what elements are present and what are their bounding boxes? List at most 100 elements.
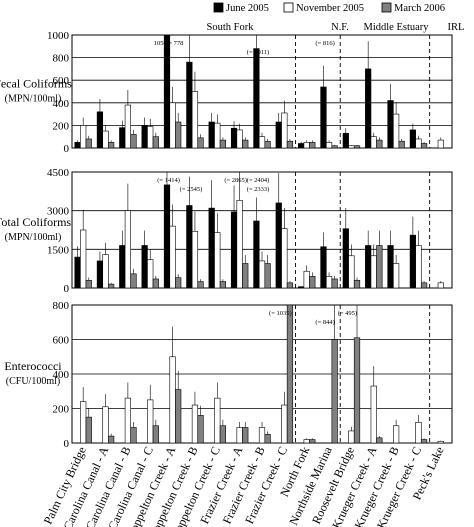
bar-june-2005-krueger-creek-a [365,68,372,149]
bar-june-2005-frazier-creek-b [253,220,260,289]
bar-march-2006-poppelton-creek-c [219,425,226,444]
bar-june-2005-krueger-creek-c [409,234,416,289]
bar-november-2005-carolina-canal-c [147,126,154,149]
bar-march-2006-carolina-canal-b [130,134,137,149]
bar-march-2006-poppelton-creek-b [197,415,204,444]
bar-november-2005-carolina-canal-b [124,397,131,444]
bar-june-2005-northside-marina [320,246,327,289]
region-label-middle-estuary: Middle Estuary [363,22,429,33]
bar-november-2005-krueger-creek-c [415,138,422,149]
annotation: (= 816) [315,40,334,47]
y-tick-label: 400 [53,98,70,110]
bar-november-2005-frazier-creek-b [258,260,266,289]
bar-november-2005-poppelton-creek-a [169,102,176,149]
annotation: (= 1035) [269,310,292,317]
bar-november-2005-krueger-creek-a [370,136,377,149]
bar-june-2005-poppelton-creek-c [208,207,215,289]
bar-november-2005-peck-s-lake [437,282,444,289]
bar-march-2006-poppelton-creek-b [197,137,204,149]
bar-november-2005-krueger-creek-c [415,245,422,289]
legend-swatch-march-2006 [381,2,392,13]
bar-march-2006-carolina-canal-a [108,435,115,444]
bar-march-2006-carolina-canal-c [152,136,159,149]
bar-march-2006-frazier-creek-a [242,427,249,444]
chart-panels: South Fork N.F. Middle Estuary IRL 0 200 400 60… [0,22,464,450]
bar-june-2005-frazier-creek-c [275,121,282,149]
y-tick-label: 0 [64,438,70,450]
bar-november-2005-roosevelt-bridge [348,430,355,444]
bar-march-2006-carolina-canal-b [130,427,137,444]
bar-march-2006-northside-marina [331,278,338,289]
bar-march-2006-palm-city-bridge [85,279,92,289]
legend-label-march-2006: March 2006 [394,3,445,14]
bar-march-2006-northside-marina [331,339,338,444]
y-tick-label: 0 [64,143,70,155]
y-axis-title: Enterococci [4,359,62,373]
bar-march-2006-roosevelt-bridge [353,337,361,444]
y-tick-label: 800 [53,53,70,65]
legend-label-november-2005: November 2005 [296,3,364,14]
annotation: 1050 = 778 [154,40,184,47]
bar-november-2005-poppelton-creek-a [169,225,176,289]
bar-march-2006-poppelton-creek-c [219,281,226,289]
bar-november-2005-krueger-creek-b [393,113,400,149]
bar-march-2006-frazier-creek-a [242,263,249,289]
bar-november-2005-poppelton-creek-c [214,397,221,444]
bar-march-2006-palm-city-bridge [85,416,92,444]
bar-june-2005-poppelton-creek-a [163,184,171,289]
bar-november-2005-frazier-creek-c [281,404,288,444]
bar-november-2005-northside-marina [325,276,333,289]
bar-june-2005-north-fork [298,143,305,149]
bar-june-2005-carolina-canal-c [141,125,148,149]
bar-june-2005-palm-city-bridge [74,256,81,289]
bar-june-2005-poppelton-creek-b [186,61,193,149]
bar-november-2005-poppelton-creek-a [169,356,176,444]
bar-march-2006-northside-marina [331,145,338,149]
bar-november-2005-carolina-canal-a [102,406,109,444]
annotation: (= 495) [338,310,357,317]
bar-march-2006-palm-city-bridge [85,138,92,149]
bar-march-2006-north-fork [309,142,316,149]
bar-march-2006-carolina-canal-b [130,273,137,289]
annotation: (= 1414) [157,177,180,184]
legend-swatch-june-2005 [213,2,224,13]
annotation: (= 844) [315,319,334,326]
panel-enterococci: 0 200 400 600 800 (= 1035) (= 844) (= 495) Enter… [4,300,453,450]
bar-june-2005-krueger-creek-b [387,100,394,149]
legend-label-june-2005: June 2005 [226,3,269,14]
bar-november-2005-northside-marina [325,142,333,149]
bar-march-2006-frazier-creek-c [286,304,294,444]
y-axis-unit: (CFU/100ml) [6,376,60,387]
bar-march-2006-frazier-creek-b [264,140,271,149]
bar-march-2006-poppelton-creek-a [175,277,182,289]
bar-november-2005-poppelton-creek-c [214,122,221,149]
bar-november-2005-palm-city-bridge [80,125,87,149]
bar-june-2005-poppelton-creek-a [163,34,171,149]
bar-november-2005-frazier-creek-b [258,136,266,149]
bar-november-2005-frazier-creek-a [236,200,243,289]
bar-june-2005-carolina-canal-b [119,245,126,289]
bar-november-2005-poppelton-creek-b [191,91,199,149]
bar-june-2005-poppelton-creek-c [208,121,215,149]
bar-june-2005-roosevelt-bridge [342,133,349,149]
bar-november-2005-north-fork [303,142,310,149]
bar-november-2005-krueger-creek-a [370,255,377,289]
bar-june-2005-carolina-canal-c [141,245,148,289]
y-axis-title: Total Coliforms [0,215,71,229]
bar-march-2006-poppelton-creek-c [219,139,226,149]
y-tick-label: 400 [53,369,70,381]
bar-november-2005-poppelton-creek-b [191,404,199,444]
bar-november-2005-palm-city-bridge [80,229,87,289]
bar-march-2006-poppelton-creek-a [175,389,182,444]
bar-march-2006-north-fork [309,439,316,444]
bar-june-2005-carolina-canal-a [96,260,104,289]
y-axis-title: Fecal Coliforms [0,77,72,91]
bar-june-2005-frazier-creek-c [275,202,282,289]
bar-june-2005-frazier-creek-a [230,211,238,289]
bar-march-2006-frazier-creek-b [264,434,271,444]
bar-june-2005-krueger-creek-c [409,129,416,149]
y-axis-unit: (MPN/100ml) [5,232,62,243]
bar-june-2005-carolina-canal-b [119,127,126,149]
